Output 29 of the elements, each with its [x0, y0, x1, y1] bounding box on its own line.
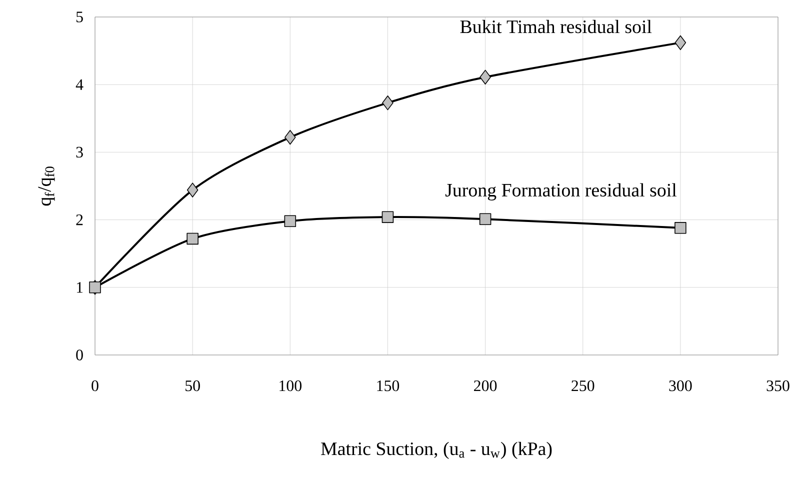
x-tick-label: 350 — [766, 380, 790, 392]
y-tick-label: 0 — [76, 350, 83, 360]
point — [89, 282, 101, 294]
x-tick-label: 200 — [474, 380, 497, 392]
x-tick-label: 250 — [572, 380, 594, 392]
y-axis-title: q$_{f}$/q$_{f0}$ — [38, 166, 55, 206]
point — [674, 35, 686, 50]
y-tick-label: 5 — [76, 12, 83, 22]
point — [480, 70, 491, 85]
x-tick-label: 300 — [669, 380, 692, 392]
point — [674, 222, 686, 234]
x-tick-label: 150 — [377, 380, 400, 392]
y-tick-label: 4 — [76, 79, 84, 90]
y-tick-label: 3 — [76, 146, 83, 158]
point — [382, 95, 394, 110]
point — [186, 232, 198, 245]
y-tick-label: 2 — [76, 214, 83, 226]
point — [284, 215, 296, 228]
x-axis-title: Matric Suction, (u$_{a}$ - u$_{w}$) (kPa) — [321, 442, 552, 460]
point — [284, 130, 296, 145]
x-tick-label: 0 — [92, 380, 98, 392]
point — [479, 213, 492, 225]
series-label: Bukit Timah residual soil — [460, 20, 652, 34]
point — [382, 211, 394, 223]
x-tick-label: 50 — [186, 380, 200, 392]
series-label: Jurong Formation residual soil — [445, 183, 677, 200]
point — [186, 182, 198, 198]
y-tick-label: 1 — [76, 282, 83, 293]
x-tick-label: 100 — [280, 380, 302, 392]
